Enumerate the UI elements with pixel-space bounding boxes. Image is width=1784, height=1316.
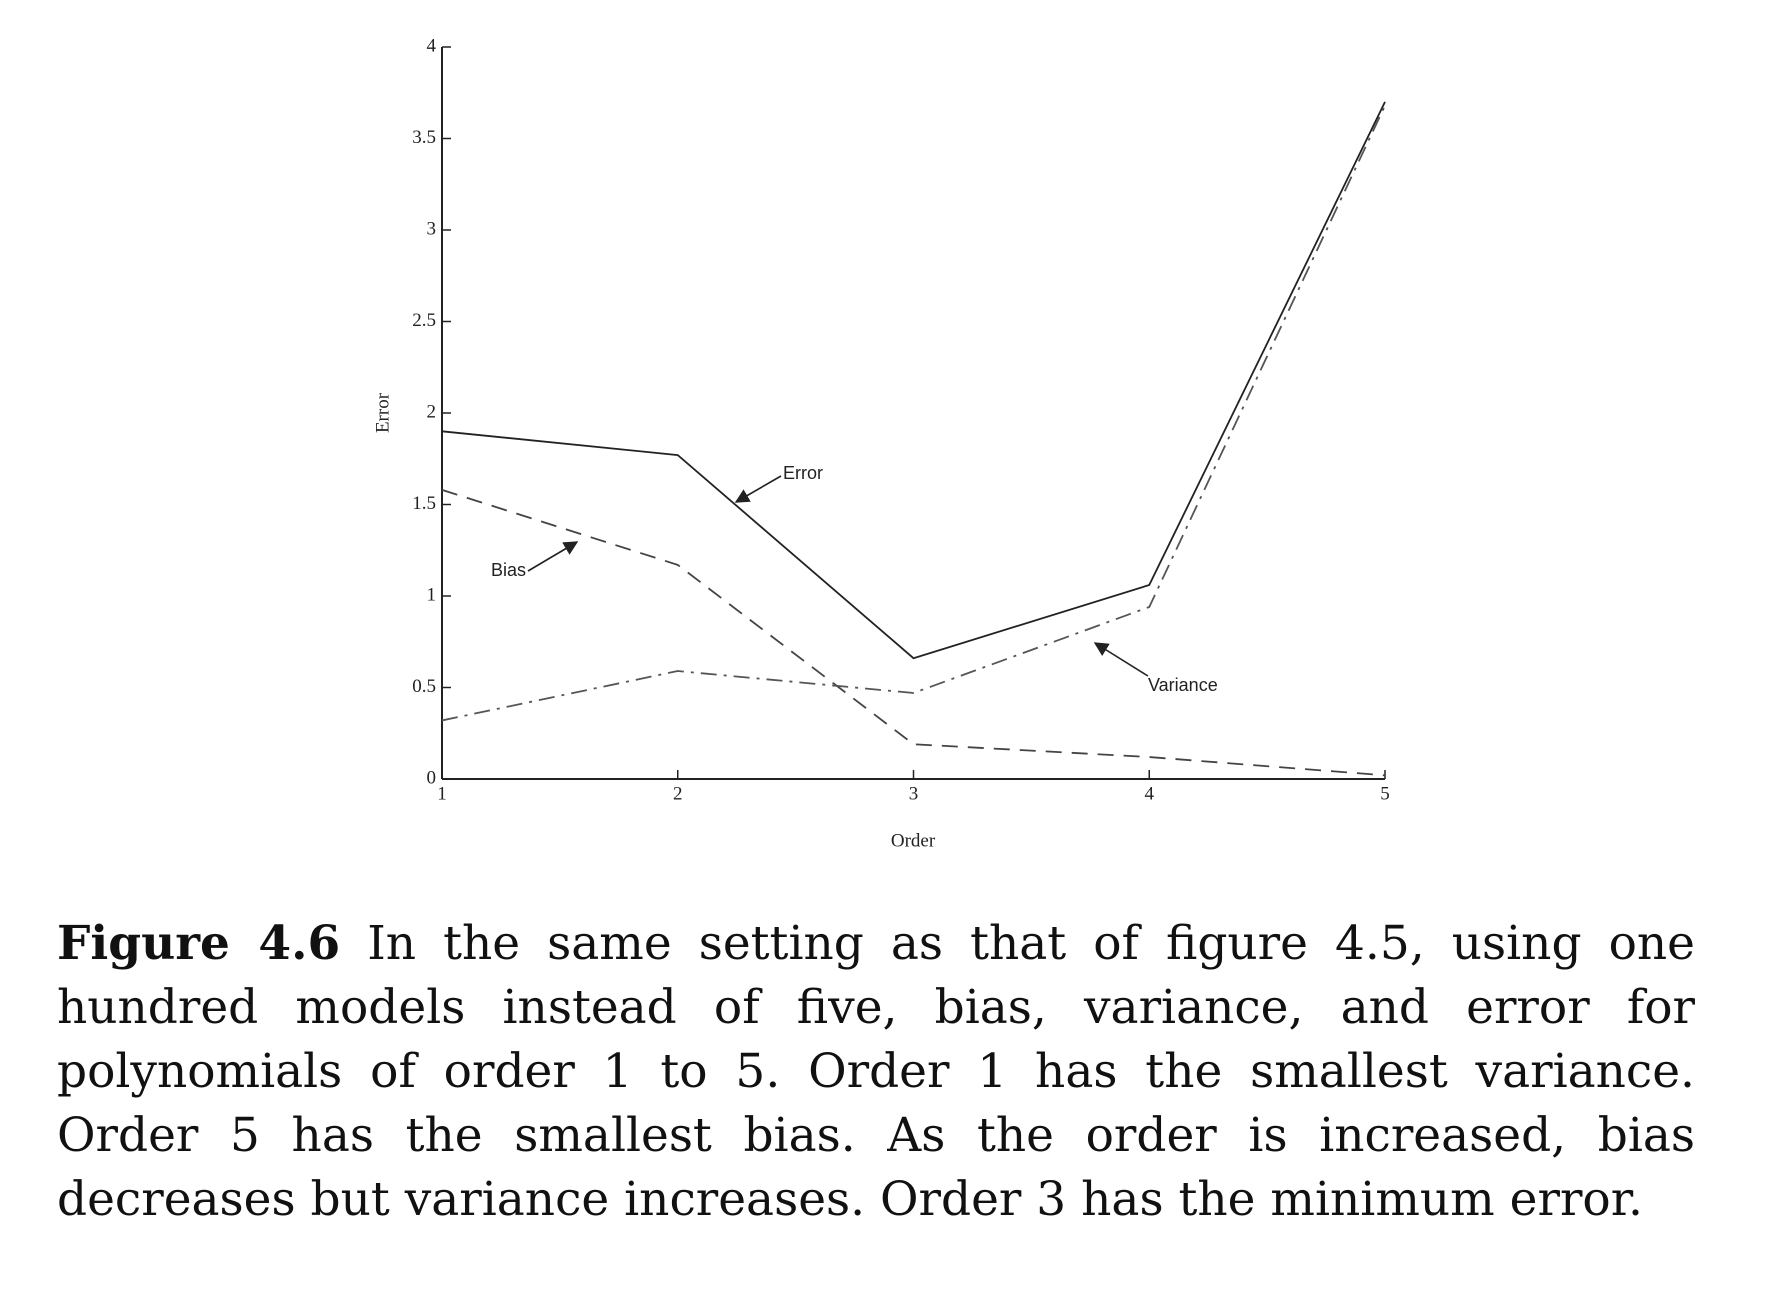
series-annotation: Error bbox=[783, 463, 823, 483]
y-tick-label: 3.5 bbox=[412, 127, 436, 148]
x-axis-label: Order bbox=[891, 830, 936, 851]
y-tick-label: 0 bbox=[427, 767, 437, 788]
annotation-arrow bbox=[527, 541, 579, 572]
x-tick-label: 5 bbox=[1380, 783, 1390, 804]
y-tick-label: 1.5 bbox=[412, 493, 436, 514]
caption: Figure 4.6 In the same setting as that o… bbox=[57, 912, 1695, 1232]
caption-label: Figure 4.6 bbox=[57, 916, 341, 971]
series-line bbox=[441, 489, 1386, 777]
y-tick-label: 4 bbox=[427, 35, 437, 56]
annotation-arrow bbox=[1093, 642, 1149, 677]
chart: Error Order 0 0.5 1 1.5 2 2.5 3 3.5 4 1 2 3 4 5 Error B… bbox=[372, 35, 1390, 851]
x-tick-label: 2 bbox=[673, 783, 683, 804]
series-annotation: Variance bbox=[1148, 675, 1218, 695]
y-axis-label: Error bbox=[372, 392, 393, 433]
y-tick-label: 1 bbox=[427, 584, 437, 605]
series-line bbox=[441, 101, 1386, 660]
y-tick-label: 2.5 bbox=[412, 310, 436, 331]
y-tick-label: 2 bbox=[427, 401, 437, 422]
x-tick-label: 3 bbox=[909, 783, 919, 804]
y-tick-label: 3 bbox=[427, 218, 437, 239]
x-tick-label: 4 bbox=[1145, 783, 1155, 804]
series-annotation: Bias bbox=[491, 560, 526, 580]
y-tick-label: 0.5 bbox=[412, 676, 436, 697]
series-line bbox=[441, 105, 1386, 722]
annotation-arrow bbox=[734, 475, 782, 503]
caption-text: In the same setting as that of figure 4.… bbox=[57, 916, 1695, 1227]
x-tick-label: 1 bbox=[437, 783, 447, 804]
